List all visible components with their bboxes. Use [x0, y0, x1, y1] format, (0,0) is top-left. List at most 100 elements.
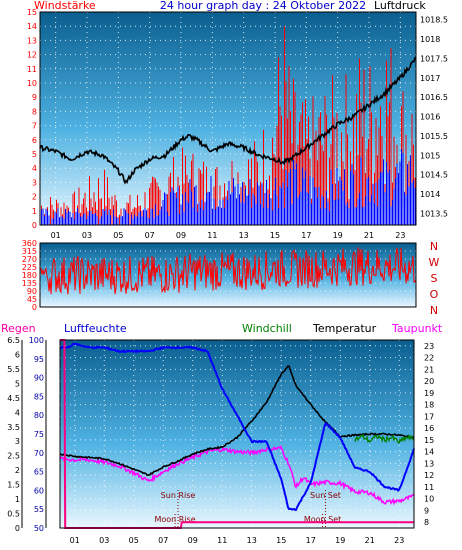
humidity-tick-label: 50: [34, 524, 44, 533]
temp-tick-label: 20: [424, 377, 434, 386]
rain-tick-label: 3: [15, 437, 20, 446]
right-tick-label: 1018.5: [420, 16, 448, 25]
right-tick-label: 1015: [420, 151, 440, 160]
annotation-label: Moon Rise: [154, 515, 195, 524]
left-tick-label: 2: [32, 193, 37, 202]
humidity-tick-label: 60: [34, 486, 44, 495]
dir-tick-label: 0: [32, 303, 37, 312]
humidity-tick-label: 95: [34, 355, 44, 364]
legend-taupunkt: Taupunkt: [391, 322, 443, 335]
x-tick-label: 01: [51, 231, 61, 240]
x-tick-label: 07: [158, 536, 168, 545]
header-wind-label: Windstärke: [34, 0, 96, 12]
right-tick-label: 1017.5: [420, 54, 448, 63]
legend-luftfeuchte: Luftfeuchte: [64, 322, 127, 335]
dir-tick-label: 135: [22, 279, 37, 288]
rain-tick-label: 3.5: [7, 423, 20, 432]
humidity-tick-label: 85: [34, 392, 44, 401]
temp-tick-label: 21: [424, 365, 434, 374]
left-tick-label: 13: [27, 36, 37, 45]
x-tick-label: 07: [145, 231, 155, 240]
rain-tick-label: 1.5: [7, 481, 20, 490]
humidity-tick-label: 65: [34, 468, 44, 477]
compass-label: N: [430, 240, 438, 253]
temp-tick-label: 10: [424, 495, 434, 504]
humidity-line: [59, 342, 415, 511]
left-tick-label: 11: [27, 65, 37, 74]
dewpoint-line: [59, 444, 415, 506]
wind-direction-line: [39, 247, 417, 295]
annotation-label: Moon Set: [304, 515, 341, 524]
header-title: 24 hour graph day : 24 Oktober 2022: [160, 0, 366, 12]
x-tick-label: 13: [247, 536, 257, 545]
right-tick-label: 1016.5: [420, 93, 448, 102]
compass-label: W: [429, 256, 440, 269]
humidity-tick-label: 55: [34, 505, 44, 514]
right-tick-label: 1014: [420, 190, 440, 199]
x-tick-label: 11: [217, 536, 227, 545]
x-tick-label: 05: [113, 231, 123, 240]
right-tick-label: 1013.5: [420, 209, 448, 218]
panel2-frame: [39, 242, 417, 308]
left-tick-label: 9: [32, 93, 37, 102]
left-tick-label: 5: [32, 150, 37, 159]
rain-tick-label: 5: [15, 379, 20, 388]
rain-tick-label: 0: [15, 524, 20, 533]
left-tick-label: 1: [32, 207, 37, 216]
header-pressure-label: Luftdruck: [374, 0, 426, 12]
legend-windchill: Windchill: [242, 322, 292, 335]
temp-tick-label: 14: [424, 448, 434, 457]
humidity-tick-label: 75: [34, 430, 44, 439]
temp-tick-label: 9: [424, 506, 429, 515]
right-tick-label: 1014.5: [420, 171, 448, 180]
temp-tick-label: 22: [424, 354, 434, 363]
dir-tick-label: 180: [22, 271, 37, 280]
rain-tick-label: 6: [15, 350, 20, 359]
x-tick-label: 15: [276, 536, 286, 545]
left-tick-label: 6: [32, 136, 37, 145]
temp-tick-label: 11: [424, 483, 434, 492]
dir-tick-label: 270: [22, 255, 37, 264]
dir-tick-label: 315: [22, 247, 37, 256]
left-tick-label: 0: [32, 221, 37, 230]
left-tick-label: 14: [27, 22, 37, 31]
rain-tick-label: 2.5: [7, 452, 20, 461]
x-tick-label: 05: [129, 536, 139, 545]
pressure-line: [39, 56, 417, 185]
humidity-tick-label: 70: [34, 449, 44, 458]
temp-tick-label: 16: [424, 424, 434, 433]
left-tick-label: 4: [32, 164, 37, 173]
dir-tick-label: 225: [22, 263, 37, 272]
windchill-line: [354, 433, 414, 445]
rain-tick-label: 4.5: [7, 394, 20, 403]
right-tick-label: 1015.5: [420, 132, 448, 141]
temp-tick-label: 12: [424, 471, 434, 480]
legend-regen: Regen: [1, 322, 36, 335]
panel1-frame: [39, 11, 417, 226]
x-tick-label: 23: [395, 231, 405, 240]
left-tick-label: 12: [27, 51, 37, 60]
x-tick-label: 01: [70, 536, 80, 545]
left-tick-label: 3: [32, 178, 37, 187]
rain-tick-label: 5.5: [7, 365, 20, 374]
x-tick-label: 09: [176, 231, 186, 240]
left-tick-label: 15: [27, 8, 37, 17]
dir-tick-label: 45: [27, 295, 37, 304]
x-tick-label: 09: [188, 536, 198, 545]
annotation-label: Sun Set: [310, 491, 341, 500]
x-tick-label: 19: [333, 231, 343, 240]
rain-tick-label: 0.5: [7, 510, 20, 519]
temp-tick-label: 17: [424, 412, 434, 421]
rain-tick-label: 6.5: [7, 336, 20, 345]
temperature-line: [59, 365, 415, 477]
rain-tick-label: 4: [15, 408, 20, 417]
x-tick-label: 17: [301, 231, 311, 240]
x-tick-label: 21: [365, 536, 375, 545]
x-tick-label: 15: [270, 231, 280, 240]
x-tick-label: 03: [82, 231, 92, 240]
temp-tick-label: 13: [424, 459, 434, 468]
compass-label: O: [430, 288, 439, 301]
x-tick-label: 11: [207, 231, 217, 240]
